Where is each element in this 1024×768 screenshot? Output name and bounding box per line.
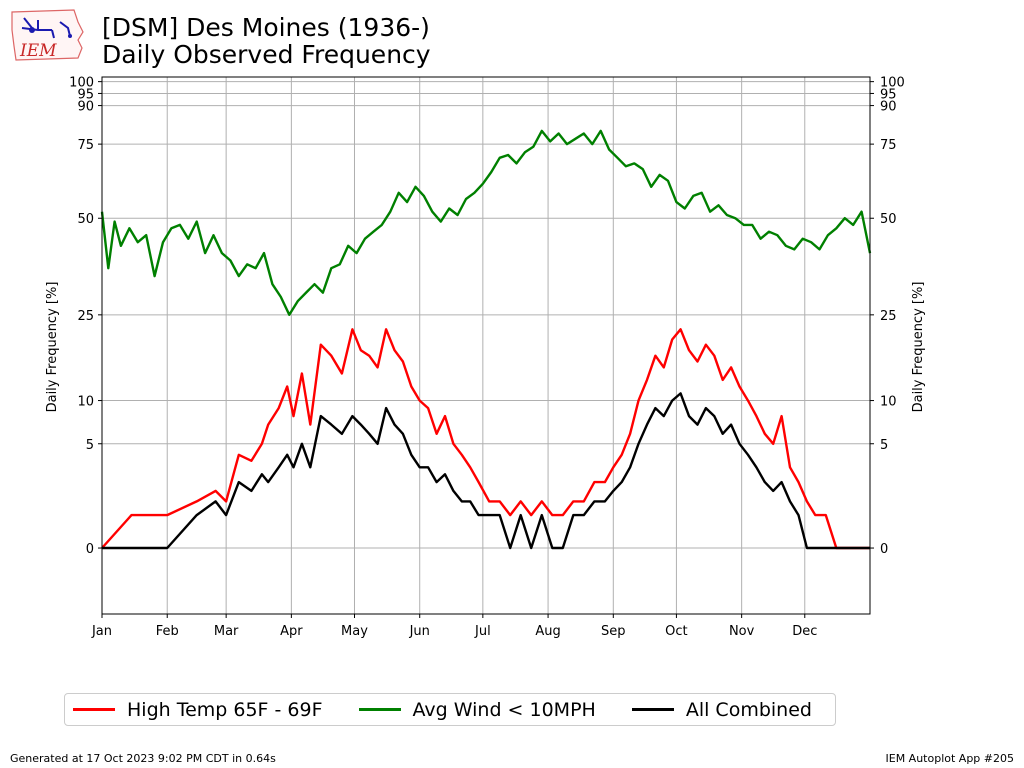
legend-swatch-green xyxy=(358,708,401,711)
y-tick-label-right: 75 xyxy=(880,138,897,153)
legend-item-all-combined: All Combined xyxy=(624,699,812,721)
y-tick-label-right: 5 xyxy=(880,438,888,453)
chart-title-line2: Daily Observed Frequency xyxy=(102,40,431,69)
series-line-1 xyxy=(101,328,870,550)
x-tick-label: Jan xyxy=(91,624,112,639)
chart-legend: High Temp 65F - 69F Avg Wind < 10MPH All… xyxy=(64,693,836,726)
y-tick-label-left: 10 xyxy=(77,395,94,410)
y-tick-label-left: 75 xyxy=(77,138,94,153)
iowa-map-logo-icon: IEM xyxy=(11,9,84,61)
x-tick-label: Mar xyxy=(214,624,239,639)
x-tick-label: Aug xyxy=(535,624,560,639)
iem-logo: IEM xyxy=(8,6,86,64)
legend-item-high-temp: High Temp 65F - 69F xyxy=(65,699,323,721)
legend-swatch-red xyxy=(73,708,115,711)
chart-title-line1: [DSM] Des Moines (1936-) xyxy=(102,13,430,42)
y-tick-label-left: 5 xyxy=(86,438,94,453)
legend-label-high-temp: High Temp 65F - 69F xyxy=(127,698,323,721)
x-tick-label: Jul xyxy=(474,624,491,639)
legend-label-all-combined: All Combined xyxy=(685,698,812,721)
y-tick-label-right: 95 xyxy=(880,87,897,102)
x-tick-label: May xyxy=(341,624,368,639)
series-line-2 xyxy=(100,129,872,316)
x-tick-label: Sep xyxy=(601,624,626,639)
y-tick-label-left: 90 xyxy=(77,100,94,115)
y-tick-label-right: 25 xyxy=(880,309,897,324)
y-tick-label-left: 100 xyxy=(69,76,94,91)
x-tick-label: Jun xyxy=(409,624,430,639)
axis-ticks: Jan Feb Mar Apr May Jun Jul Aug Sep Oct Nov Dec 0 0 5 5… xyxy=(69,76,905,639)
legend-swatch-black xyxy=(631,708,674,711)
y-axis-label-left: Daily Frequency [%] xyxy=(45,282,60,413)
grid-lines xyxy=(101,77,870,614)
y-tick-label-left: 0 xyxy=(86,542,94,557)
footer-app-text: IEM Autoplot App #205 xyxy=(885,752,1015,765)
y-tick-label-right: 10 xyxy=(880,395,897,410)
legend-label-avg-wind: Avg Wind < 10MPH xyxy=(412,698,596,721)
x-tick-label: Nov xyxy=(729,624,755,639)
logo-text: IEM xyxy=(19,41,57,61)
x-tick-label: Apr xyxy=(280,624,303,639)
series-lines xyxy=(100,129,872,550)
y-tick-label-right: 50 xyxy=(880,212,897,227)
x-tick-label: Oct xyxy=(665,624,687,639)
plot-frame xyxy=(101,76,871,615)
y-axis-label-right: Daily Frequency [%] xyxy=(911,282,926,413)
legend-item-avg-wind: Avg Wind < 10MPH xyxy=(351,699,596,721)
y-tick-label-right: 90 xyxy=(880,100,897,115)
footer-generated-text: Generated at 17 Oct 2023 9:02 PM CDT in … xyxy=(10,752,276,765)
y-tick-label-left: 50 xyxy=(77,212,94,227)
x-tick-label: Dec xyxy=(792,624,817,639)
y-tick-label-right: 100 xyxy=(880,76,905,91)
y-tick-label-left: 25 xyxy=(77,309,94,324)
series-line-3 xyxy=(102,392,870,550)
y-tick-label-right: 0 xyxy=(880,542,888,557)
x-tick-label: Feb xyxy=(156,624,179,639)
y-tick-label-left: 95 xyxy=(77,87,94,102)
